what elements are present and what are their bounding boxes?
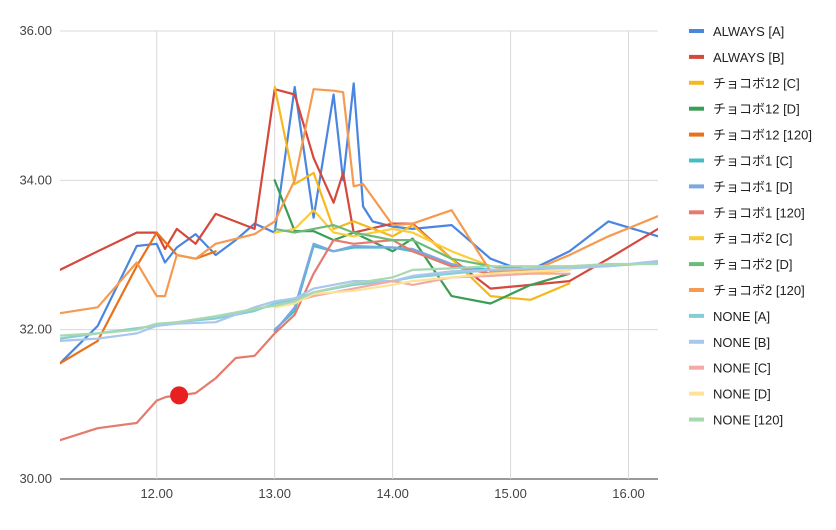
legend-swatch-2 — [689, 80, 704, 85]
legend-swatch-5 — [689, 158, 704, 163]
legend-label-7: チョコボ1 [120] — [713, 205, 805, 220]
series-line-14 — [273, 268, 571, 309]
y-tick-label: 34.00 — [19, 172, 52, 187]
legend: ALWAYS [A] ALWAYS [B] チョコボ12 [C] チョコボ12 [D]… — [689, 24, 812, 428]
legend-swatch-7 — [689, 210, 704, 215]
x-tick-label: 15.00 — [494, 486, 527, 501]
highlight-point — [170, 386, 189, 405]
series-line-15 — [60, 262, 658, 337]
series-line-9 — [273, 224, 571, 271]
legend-label-4: チョコボ12 [120] — [713, 128, 812, 143]
gridlines — [60, 30, 658, 480]
x-tick-label: 14.00 — [376, 486, 409, 501]
legend-swatch-3 — [689, 106, 704, 111]
highlight-marker — [170, 386, 189, 405]
axis-tick-labels: 30.00 32.00 34.00 36.00 12.00 13.00 14.00 15.00… — [19, 23, 644, 501]
series-line-10 — [60, 88, 658, 315]
series-lines — [60, 82, 658, 442]
legend-label-2: チョコボ12 [C] — [713, 76, 800, 91]
legend-swatch-4 — [689, 132, 704, 137]
legend-label-3: チョコボ12 [D] — [713, 102, 800, 117]
legend-swatch-13 — [689, 365, 704, 370]
legend-label-6: チョコボ1 [D] — [713, 179, 792, 194]
x-tick-label: 13.00 — [258, 486, 291, 501]
legend-swatch-12 — [689, 339, 704, 344]
y-tick-label: 36.00 — [19, 23, 52, 38]
legend-swatch-10 — [689, 288, 704, 292]
legend-label-14: NONE [D] — [713, 387, 771, 402]
legend-swatch-1 — [689, 54, 704, 59]
legend-label-0: ALWAYS [A] — [713, 24, 784, 39]
legend-label-8: チョコボ2 [C] — [713, 231, 792, 246]
legend-swatch-0 — [689, 29, 704, 33]
legend-label-15: NONE [120] — [713, 413, 783, 428]
x-tick-label: 16.00 — [612, 486, 645, 501]
legend-swatch-8 — [689, 236, 704, 241]
series-line-4 — [60, 231, 217, 365]
legend-label-11: NONE [A] — [713, 309, 770, 324]
legend-swatch-11 — [689, 313, 704, 318]
legend-label-13: NONE [C] — [713, 361, 771, 376]
legend-label-5: チョコボ1 [C] — [713, 154, 792, 169]
legend-label-1: ALWAYS [B] — [713, 50, 784, 65]
series-line-1 — [60, 88, 658, 290]
x-tick-label: 12.00 — [140, 486, 173, 501]
series-line-0 — [60, 82, 658, 365]
legend-swatch-14 — [689, 391, 704, 396]
series-line-12 — [60, 259, 658, 342]
y-tick-label: 30.00 — [19, 471, 52, 486]
y-tick-label: 32.00 — [19, 322, 52, 337]
legend-label-10: チョコボ2 [120] — [713, 283, 805, 298]
legend-swatch-9 — [689, 262, 704, 267]
legend-swatch-6 — [689, 184, 704, 189]
legend-swatch-15 — [689, 417, 704, 422]
legend-label-12: NONE [B] — [713, 335, 770, 350]
legend-label-9: チョコボ2 [D] — [713, 257, 792, 272]
series-line-7 — [60, 239, 571, 442]
